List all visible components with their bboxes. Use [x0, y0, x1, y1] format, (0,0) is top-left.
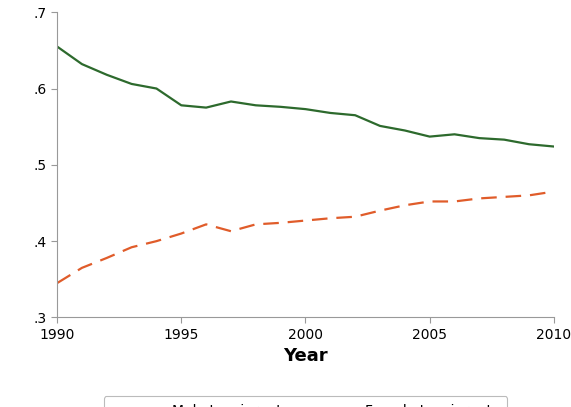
Legend: Male Immigrants, Female Immigrants: Male Immigrants, Female Immigrants — [103, 396, 508, 407]
X-axis label: Year: Year — [283, 348, 328, 365]
